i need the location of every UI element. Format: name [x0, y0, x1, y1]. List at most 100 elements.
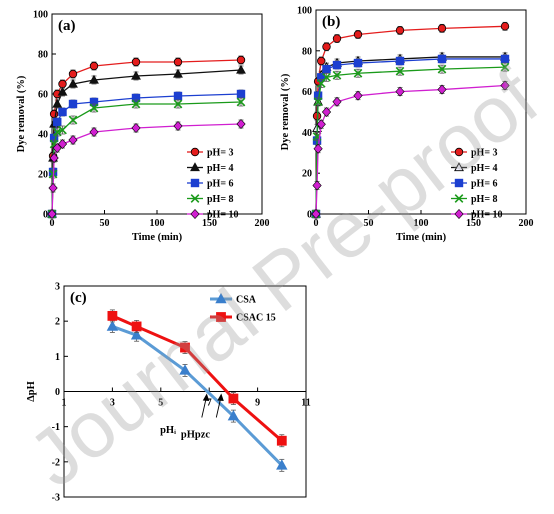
data-point: [131, 99, 141, 109]
data-point: [58, 125, 67, 135]
data-point: [48, 182, 58, 194]
series-line: [51, 69, 242, 215]
legend-label: pH= 6: [207, 179, 234, 190]
y-tick-label: 40: [302, 128, 312, 139]
legend-label: pH= 4: [471, 163, 498, 174]
x-tick-label: 50: [100, 218, 110, 229]
pzc-label: pHpzc: [181, 430, 211, 441]
data-point: [395, 86, 405, 97]
series-line: [51, 123, 242, 215]
data-point: [173, 57, 183, 67]
data-point: [49, 152, 59, 164]
x-tick-label: 200: [255, 218, 270, 229]
data-point: [173, 120, 183, 132]
data-point: [322, 42, 331, 51]
x-tick-label: 11: [301, 398, 310, 409]
data-point: [437, 64, 447, 74]
legend-marker: [190, 147, 200, 157]
data-point: [317, 56, 326, 66]
x-axis-label: Time (min): [132, 232, 183, 243]
data-point: [228, 393, 239, 404]
data-point: [49, 109, 59, 119]
data-point: [68, 69, 78, 79]
data-point: [68, 115, 78, 125]
x-tick-label: 9: [255, 398, 260, 409]
legend: pH= 3 pH= 4 pH= 6 pH= 8 pH= 10: [187, 148, 239, 221]
data-point: [312, 180, 322, 191]
data-point: [236, 97, 246, 107]
panel-label: (b): [322, 14, 340, 30]
x-tick-label: 0: [50, 218, 55, 229]
y-tick-label: 0: [307, 210, 312, 221]
legend-label: pH= 3: [207, 148, 234, 159]
data-point: [52, 98, 63, 108]
data-point: [58, 107, 67, 117]
chart-a: 0 20 40 60 80 100 0 50 100 150 200 Dye removal (%) T…: [16, 10, 270, 244]
y-tick-label: 100: [297, 6, 312, 17]
data-point: [58, 79, 67, 89]
data-point: [353, 68, 363, 78]
data-point: [332, 96, 342, 107]
data-point: [89, 74, 99, 84]
data-point: [131, 321, 142, 332]
legend-label: pH= 6: [471, 179, 498, 190]
y-axis-label: Dye removal (%): [280, 73, 291, 150]
y-tick-label: 0: [55, 387, 60, 398]
data-point: [395, 26, 405, 35]
legend-marker: [190, 178, 200, 188]
data-point: [353, 58, 363, 68]
legend-label: pH= 10: [207, 210, 239, 221]
panel-label: (c): [70, 290, 87, 306]
legend: pH= 3 pH= 4 pH= 6 pH= 8 pH= 10: [451, 148, 503, 221]
data-point: [89, 126, 99, 138]
data-point: [500, 22, 510, 31]
data-point: [52, 142, 62, 154]
data-point: [173, 99, 183, 109]
legend-marker: [454, 208, 464, 220]
x-tick-label: 100: [150, 218, 165, 229]
legend-label: pH= 10: [471, 210, 503, 221]
data-point: [276, 459, 288, 470]
data-point: [227, 410, 240, 421]
series-1: [107, 309, 287, 448]
x-tick-label: 0: [314, 218, 319, 229]
data-point: [437, 54, 447, 64]
y-tick-label: 20: [38, 170, 48, 181]
data-point: [311, 208, 321, 220]
data-point: [68, 134, 78, 146]
y-tick-label: 60: [302, 87, 312, 98]
legend-marker: [215, 292, 227, 304]
x-tick-label: 5: [158, 398, 163, 409]
legend-label: CSAC 15: [236, 313, 276, 324]
data-point: [395, 66, 405, 76]
data-point: [47, 208, 57, 220]
data-point: [332, 34, 342, 43]
data-point: [57, 138, 68, 150]
data-point: [236, 89, 246, 99]
data-point: [313, 97, 323, 107]
data-point: [353, 90, 363, 101]
series-line: [315, 66, 506, 215]
data-point: [57, 86, 68, 96]
x-tick-label: 150: [466, 218, 481, 229]
legend-marker: [454, 162, 464, 172]
y-axis-label: ΔpH: [26, 381, 37, 402]
data-point: [53, 117, 62, 127]
chart-b: 0 20 40 60 80 100 0 50 100 150 200 Dye removal (%) T…: [280, 6, 534, 244]
pzc-arrowhead: [217, 393, 224, 401]
y-tick-label: 3: [55, 282, 60, 293]
data-point: [173, 91, 183, 101]
legend-marker: [454, 194, 464, 203]
y-tick-label: 1: [55, 352, 60, 363]
data-point: [131, 70, 141, 80]
data-point: [353, 30, 363, 39]
data-point: [173, 68, 183, 78]
data-point: [107, 310, 118, 321]
legend-label: pH= 4: [207, 163, 234, 174]
data-point: [89, 103, 99, 113]
data-point: [395, 56, 405, 66]
y-tick-label: -2: [52, 457, 60, 468]
x-tick-label: 200: [519, 218, 534, 229]
data-point: [180, 342, 190, 353]
